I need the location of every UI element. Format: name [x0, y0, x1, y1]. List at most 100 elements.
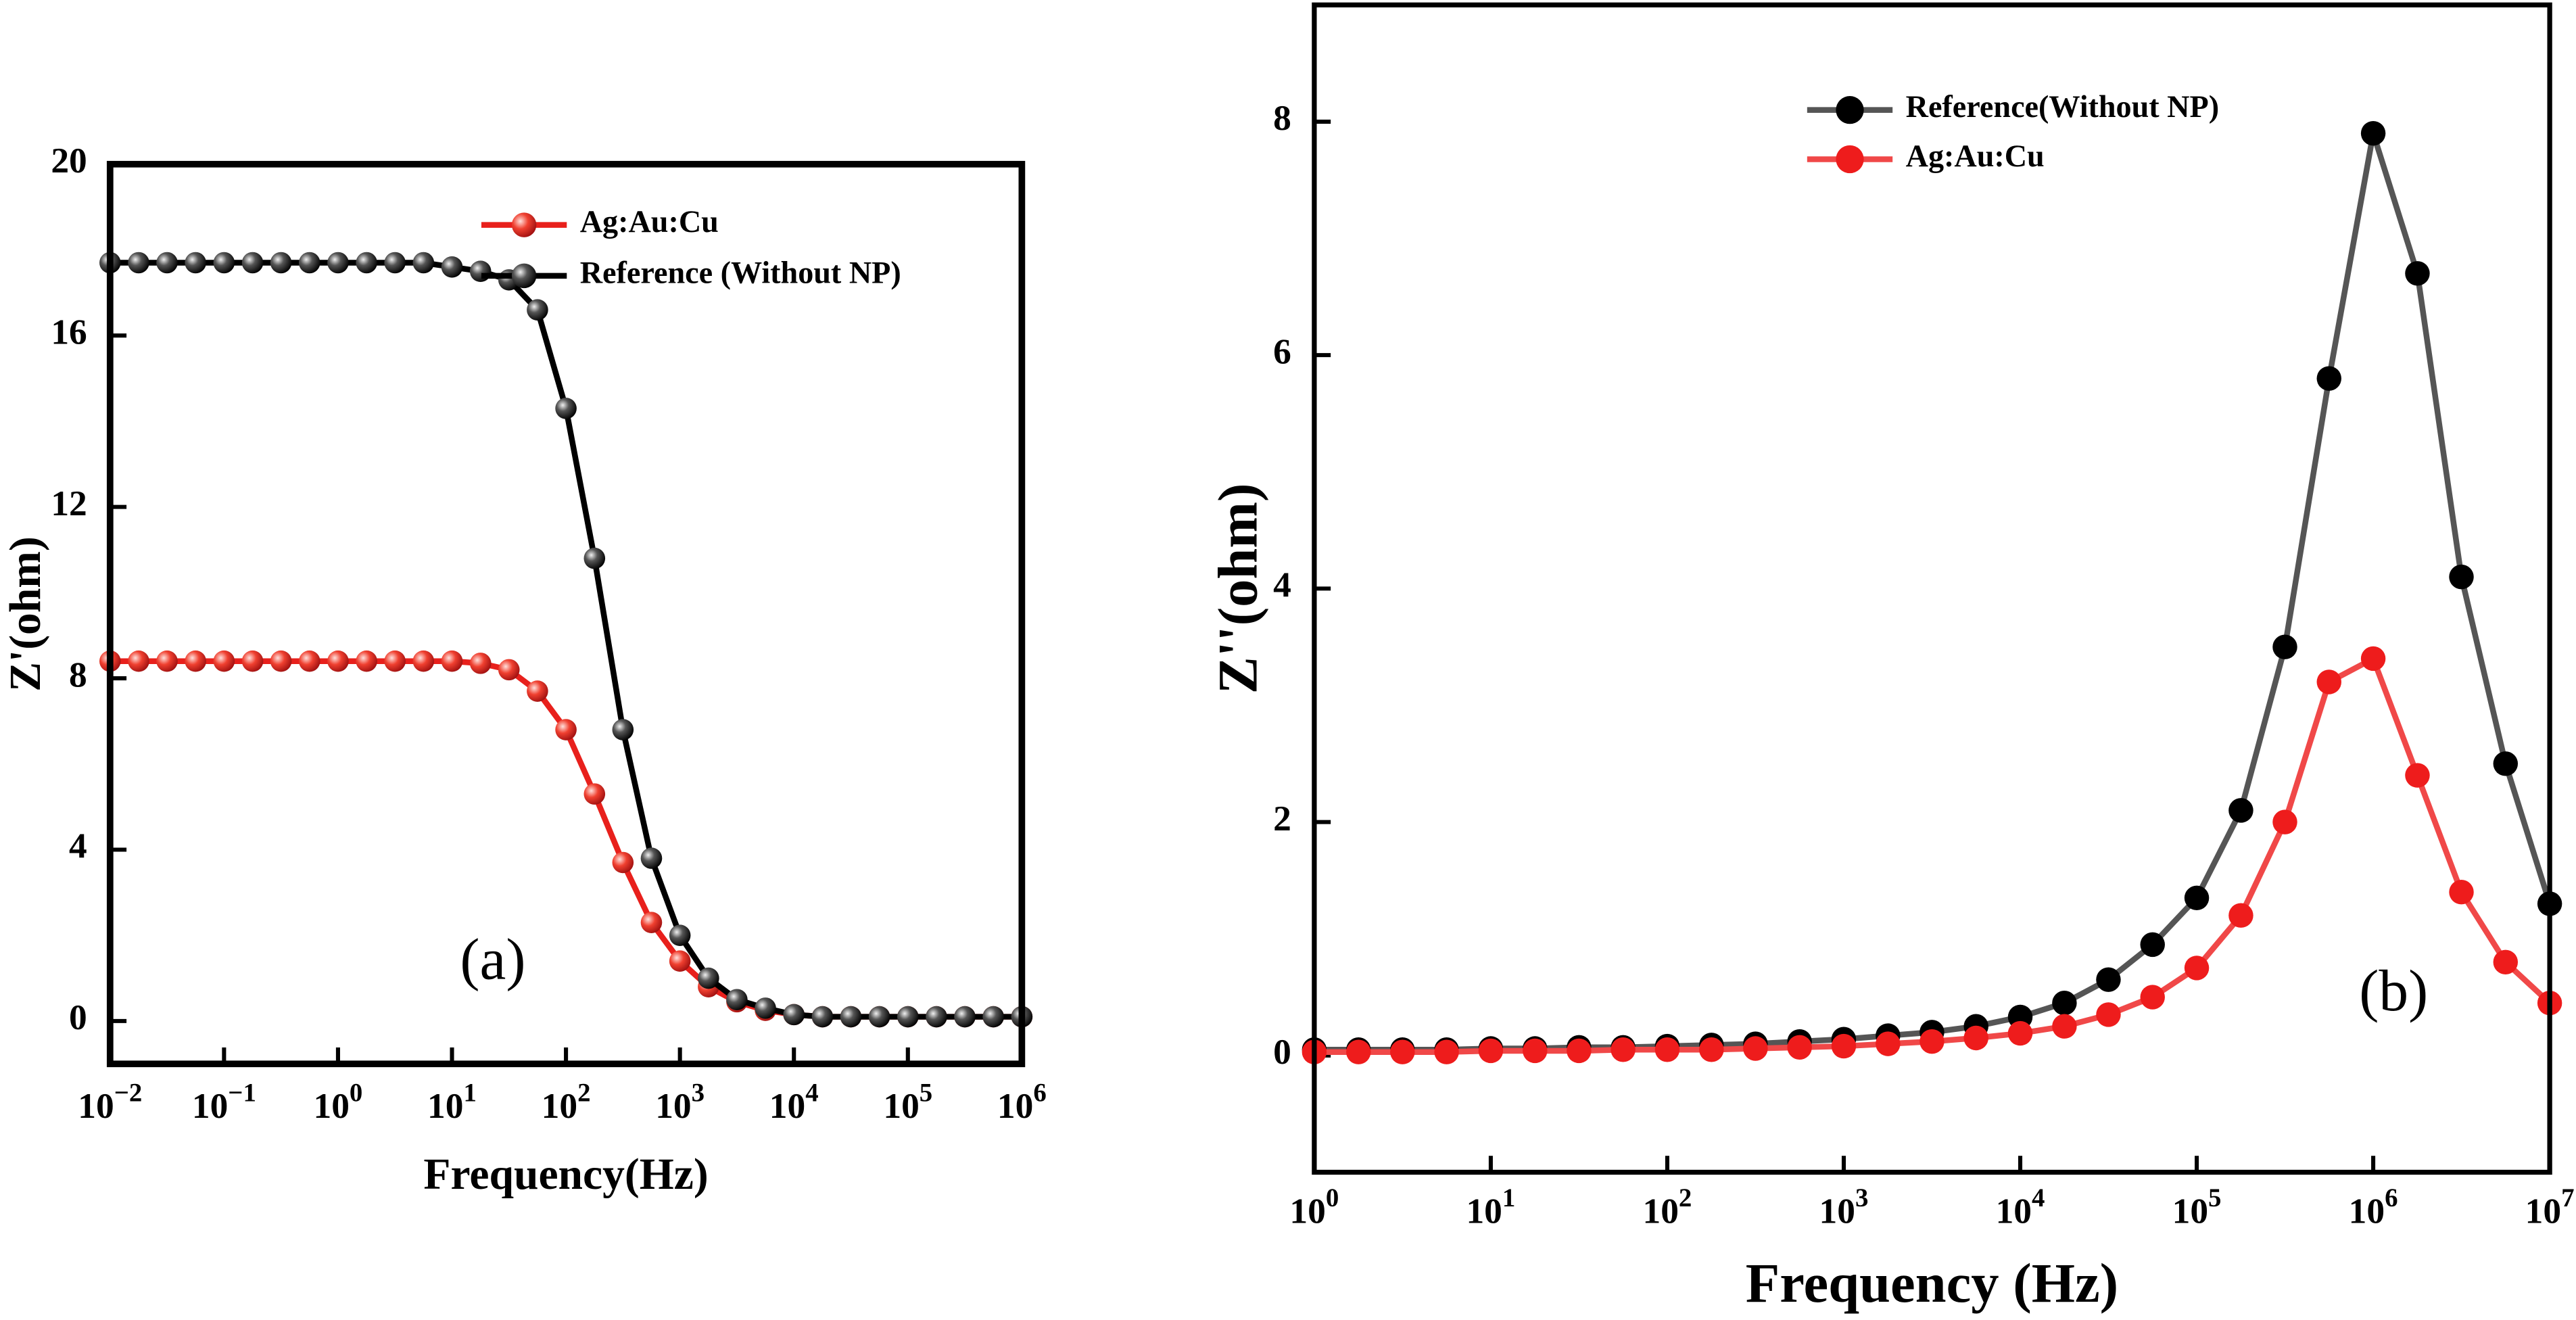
x-tick-label: 10−2 [78, 1078, 142, 1126]
data-point [327, 252, 349, 274]
data-point [356, 252, 377, 274]
data-point [298, 650, 320, 672]
data-point [441, 256, 463, 278]
data-point [241, 650, 264, 672]
data-point [1699, 1037, 1724, 1062]
x-tick-label: 103 [1819, 1183, 1869, 1231]
data-point [1831, 1033, 1857, 1059]
data-point [2140, 932, 2165, 958]
data-point [2316, 366, 2341, 391]
data-point [412, 252, 435, 274]
y-tick-label: 0 [1273, 1031, 1291, 1072]
y-axis-title: Z'(ohm) [1, 536, 50, 691]
data-point [2228, 903, 2253, 928]
data-point [441, 650, 463, 672]
data-point [384, 252, 406, 274]
series-line [1314, 132, 2550, 1053]
x-tick-label: 107 [2525, 1183, 2575, 1231]
x-tick-label: 102 [542, 1078, 591, 1126]
data-point [2493, 751, 2519, 776]
data-point [2184, 885, 2210, 911]
data-point [1876, 1031, 1901, 1056]
data-point [897, 1006, 919, 1028]
data-point [612, 719, 634, 740]
panel-label: (a) [460, 926, 525, 992]
y-axis-title: Z''(ohm) [1206, 483, 1268, 694]
chart-0: 0 4 8 12 16 20 10−2 10−1 100 101 102 103 104 105 106 Ag… [1, 140, 1047, 1199]
data-point [2360, 120, 2386, 146]
x-tick-label: 106 [997, 1078, 1047, 1126]
y-tick-label: 12 [51, 483, 87, 523]
data-point [2184, 956, 2210, 981]
x-tick-label: 101 [427, 1078, 477, 1126]
y-tick-label: 6 [1273, 331, 1291, 371]
data-point [982, 1006, 1004, 1028]
data-point [2007, 1020, 2033, 1046]
data-point [2405, 763, 2430, 788]
data-point [669, 950, 691, 972]
data-point [811, 1006, 834, 1028]
legend-label: Ag:Au:Cu [580, 204, 719, 239]
data-point [384, 650, 406, 672]
data-point [2449, 564, 2474, 590]
y-tick-label: 0 [69, 997, 87, 1037]
data-point [2360, 646, 2386, 671]
data-point [2228, 798, 2253, 823]
legend-label: Ag:Au:Cu [1906, 139, 2045, 173]
x-tick-label: 100 [313, 1078, 362, 1126]
legend-marker [1836, 96, 1864, 124]
data-point [469, 260, 492, 282]
series-line [110, 658, 1022, 1020]
legend-label: Reference(Without NP) [1906, 89, 2219, 124]
data-point [612, 851, 634, 874]
plot-frame [1312, 2, 2552, 1175]
data-point [1963, 1025, 1988, 1051]
data-point [213, 252, 235, 274]
data-point [1567, 1038, 1592, 1064]
x-tick-label: 105 [2172, 1183, 2222, 1231]
data-point [1611, 1037, 1636, 1062]
data-point [868, 1006, 890, 1028]
data-point [1654, 1037, 1680, 1062]
x-tick-label: 104 [769, 1078, 819, 1126]
data-point [156, 650, 178, 672]
data-point [2096, 1002, 2121, 1027]
data-point [213, 650, 235, 672]
data-point [241, 252, 264, 274]
data-point [412, 650, 435, 672]
x-axis-title: Frequency (Hz) [1746, 1252, 2118, 1314]
x-axis-title: Frequency(Hz) [423, 1150, 708, 1199]
y-tick-label: 4 [1273, 565, 1291, 605]
y-tick-label: 16 [51, 311, 87, 352]
data-point [469, 653, 492, 674]
data-point [270, 650, 292, 672]
chart-1: 0 2 4 6 8 100 101 102 103 104 105 106 107 Reference(W… [1206, 2, 2575, 1314]
data-point [840, 1006, 862, 1028]
data-point [1434, 1039, 1459, 1064]
data-point [2272, 634, 2297, 659]
data-point [583, 783, 606, 805]
panel-label: (b) [2359, 958, 2428, 1023]
data-point [298, 252, 320, 274]
y-tick-label: 20 [51, 140, 87, 181]
data-point [128, 650, 149, 672]
data-point [2449, 879, 2474, 905]
data-point [555, 398, 577, 419]
data-point [185, 252, 206, 274]
x-tick-label: 106 [2349, 1183, 2398, 1231]
data-point [2493, 949, 2519, 974]
data-point [954, 1006, 976, 1028]
data-point [527, 299, 548, 321]
x-tick-label: 100 [1289, 1183, 1339, 1231]
plot-frame [106, 160, 1026, 1068]
x-tick-label: 103 [655, 1078, 705, 1126]
data-point [1787, 1035, 1812, 1060]
y-tick-label: 8 [1273, 97, 1291, 138]
data-point [1919, 1029, 1945, 1054]
x-tick-label: 10−1 [192, 1078, 256, 1126]
data-point [2140, 985, 2165, 1010]
y-tick-label: 4 [69, 826, 87, 866]
y-tick-label: 8 [69, 654, 87, 694]
data-point [583, 547, 606, 569]
